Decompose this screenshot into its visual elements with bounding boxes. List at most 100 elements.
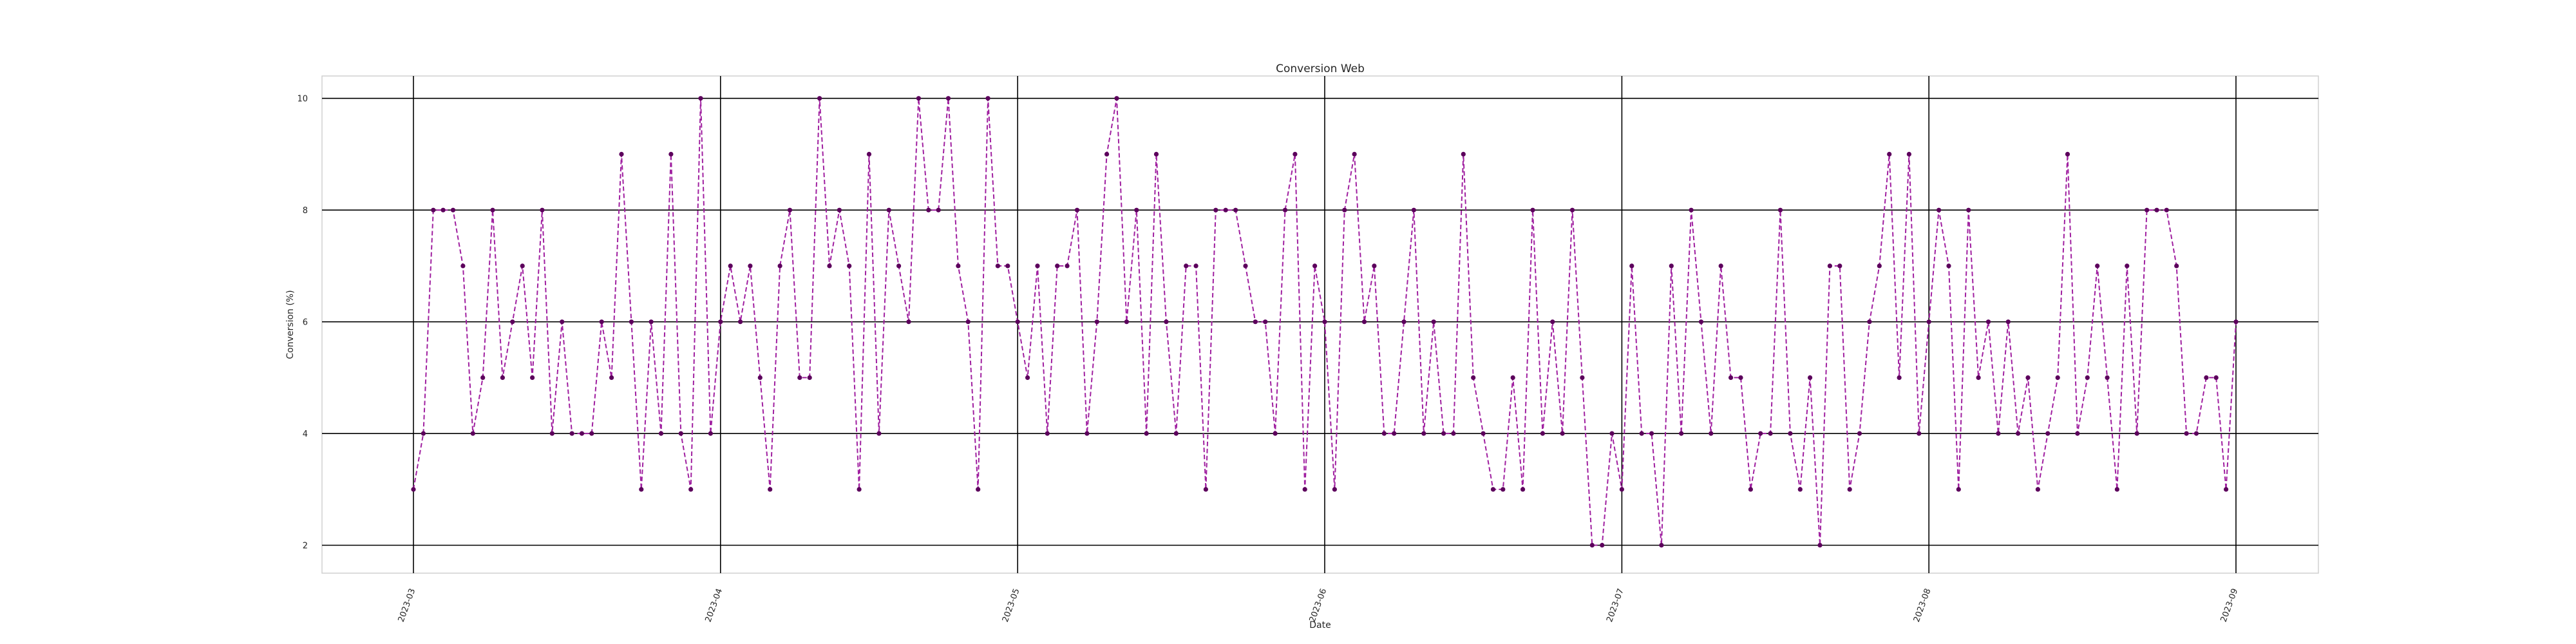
data-point [1233, 207, 1238, 213]
data-point [1837, 263, 1842, 269]
data-point [1808, 375, 1813, 381]
data-point [2095, 263, 2100, 269]
x-tick-label: 2023-07 [1605, 587, 1626, 623]
data-point [560, 319, 565, 325]
data-point [1985, 319, 1991, 325]
data-point [668, 151, 674, 156]
data-point [1718, 263, 1723, 269]
data-point [1381, 431, 1387, 436]
data-point [1025, 375, 1030, 381]
data-point [1709, 431, 1714, 436]
data-point [1560, 431, 1565, 436]
data-point [421, 431, 426, 436]
x-tick-label: 2023-04 [704, 587, 725, 623]
data-point [876, 431, 882, 436]
data-point [1689, 207, 1694, 213]
data-point [1777, 207, 1783, 213]
data-point [1481, 431, 1486, 436]
data-point [2134, 431, 2139, 436]
data-point [2213, 375, 2219, 381]
x-tick-labels: 2023-03 2023-04 2023-05 2023-06 2023-07 2023-… [397, 587, 2240, 623]
chart-title: Conversion Web [1276, 62, 1365, 75]
data-point [1530, 207, 1535, 213]
data-point [2174, 263, 2179, 269]
data-point [1679, 431, 1684, 436]
data-point [936, 207, 941, 213]
data-point [1104, 151, 1110, 156]
data-point [1094, 319, 1099, 325]
data-point [1253, 319, 1258, 325]
data-point [1035, 263, 1040, 269]
data-point [1897, 375, 1902, 381]
data-point [1797, 487, 1803, 492]
data-point [1312, 263, 1318, 269]
data-point [619, 151, 624, 156]
data-point [1857, 431, 1862, 436]
data-point [1084, 431, 1090, 436]
data-point [708, 431, 713, 436]
data-point [599, 319, 604, 325]
y-tick-label: 8 [303, 206, 308, 216]
data-point [2193, 431, 2199, 436]
data-point [500, 375, 506, 381]
data-point [1580, 375, 1585, 381]
data-point [787, 207, 793, 213]
data-point [1203, 487, 1208, 492]
data-point [1728, 375, 1734, 381]
data-point [807, 375, 812, 381]
data-point [1114, 96, 1119, 101]
data-point [1917, 431, 1922, 436]
data-point [2204, 375, 2209, 381]
data-point [1520, 487, 1526, 492]
data-point [1827, 263, 1832, 269]
data-point [1302, 487, 1307, 492]
data-point [995, 263, 1000, 269]
data-point [1867, 319, 1872, 325]
data-point [738, 319, 743, 325]
data-point [1392, 431, 1397, 436]
y-tick-label: 2 [303, 542, 308, 551]
data-point [1352, 151, 1357, 156]
data-point [1966, 207, 1971, 213]
data-point [728, 263, 733, 269]
data-point [827, 263, 832, 269]
data-point [649, 319, 654, 325]
data-point [1768, 431, 1773, 436]
data-point [1817, 543, 1823, 548]
data-point [1847, 487, 1852, 492]
data-point [1738, 375, 1743, 381]
data-point [1243, 263, 1248, 269]
data-point [1906, 151, 1911, 156]
data-point [768, 487, 773, 492]
data-point [1698, 319, 1704, 325]
data-point [1342, 207, 1347, 213]
data-point [1124, 319, 1129, 325]
data-point [2224, 487, 2229, 492]
x-tick-label: 2023-03 [397, 587, 418, 623]
data-point [1372, 263, 1377, 269]
data-point [411, 487, 416, 492]
data-point [2154, 207, 2159, 213]
series-markers [411, 96, 2239, 548]
x-tick-label: 2023-08 [1912, 587, 1933, 623]
data-point [2005, 319, 2011, 325]
data-point [1431, 319, 1436, 325]
data-point [1639, 431, 1644, 436]
data-point [1501, 487, 1506, 492]
data-point [1153, 151, 1159, 156]
data-point [1282, 207, 1288, 213]
data-point [1451, 431, 1456, 436]
data-point [777, 263, 782, 269]
data-point [450, 207, 456, 213]
data-point [1005, 263, 1010, 269]
data-point [1649, 431, 1654, 436]
data-point [490, 207, 495, 213]
data-point [579, 431, 585, 436]
data-point [1609, 431, 1615, 436]
data-point [1471, 375, 1476, 381]
data-point [1293, 151, 1298, 156]
data-point [1619, 487, 1624, 492]
data-point [2085, 375, 2090, 381]
data-point [2105, 375, 2110, 381]
data-point [2184, 431, 2189, 436]
